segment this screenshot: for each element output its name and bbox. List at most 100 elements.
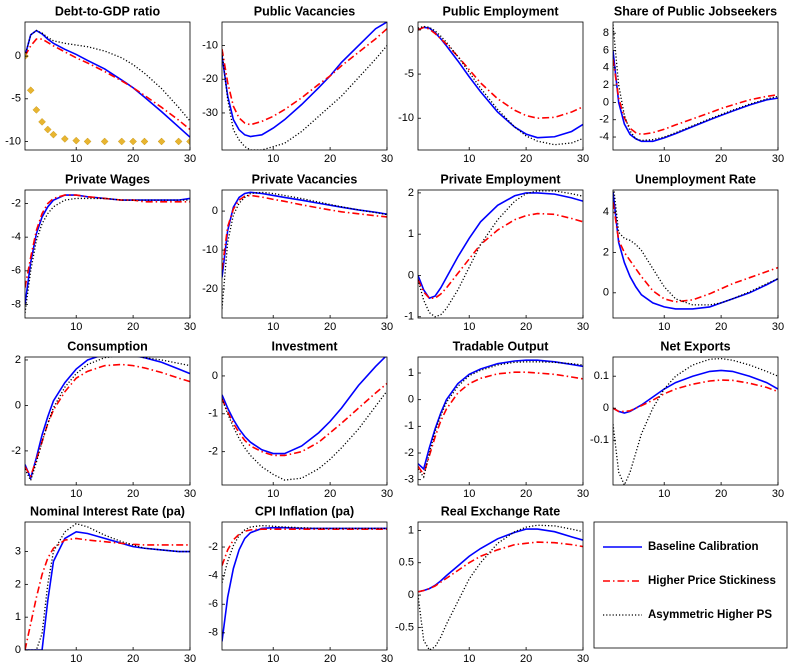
y-tick-label: -1 bbox=[404, 420, 414, 432]
marker bbox=[140, 137, 149, 146]
y-tick-label: -2 bbox=[404, 447, 414, 459]
x-tick-label: 10 bbox=[658, 321, 670, 333]
series-line bbox=[222, 194, 387, 270]
y-tick-label: -30 bbox=[202, 107, 218, 119]
series-line bbox=[222, 28, 387, 126]
series-line bbox=[418, 192, 583, 300]
series-line bbox=[418, 528, 583, 593]
x-tick-label: 20 bbox=[520, 153, 532, 165]
y-tick-label: -4 bbox=[11, 231, 21, 243]
marker bbox=[117, 137, 126, 146]
x-tick-label: 10 bbox=[267, 653, 279, 662]
x-tick-label: 30 bbox=[577, 488, 589, 500]
series-line bbox=[418, 26, 583, 120]
x-tick-label: 20 bbox=[127, 321, 139, 333]
chart-title: Private Employment bbox=[440, 172, 561, 186]
axes-box bbox=[417, 21, 584, 151]
y-tick-label: -3 bbox=[404, 474, 414, 486]
plot-area bbox=[222, 191, 387, 309]
chart-title: CPI Inflation (pa) bbox=[255, 504, 354, 518]
y-tick-label: 0 bbox=[408, 269, 414, 281]
chart-title: Net Exports bbox=[660, 339, 730, 353]
chart-title: Share of Public Jobseekers bbox=[614, 4, 777, 18]
series-line bbox=[418, 359, 583, 471]
plot-area bbox=[25, 194, 190, 314]
axes-box bbox=[221, 356, 388, 486]
plot-area bbox=[222, 22, 387, 150]
axes-box bbox=[221, 189, 388, 319]
series-line bbox=[222, 22, 387, 138]
marker bbox=[26, 86, 35, 95]
plot-area bbox=[613, 190, 778, 310]
x-tick-label: 20 bbox=[324, 653, 336, 662]
chart-title: Tradable Output bbox=[453, 339, 550, 353]
y-tick-label: 0 bbox=[212, 205, 218, 217]
marker bbox=[49, 130, 58, 139]
y-tick-label: -20 bbox=[202, 283, 218, 295]
y-tick-label: -8 bbox=[11, 298, 21, 310]
y-tick-label: -5 bbox=[11, 93, 21, 105]
legend-label: Higher Price Stickiness bbox=[648, 575, 776, 587]
series-line bbox=[613, 190, 778, 306]
series-line bbox=[613, 24, 778, 142]
axes-box bbox=[417, 189, 584, 319]
series-line bbox=[613, 369, 778, 414]
series-line bbox=[222, 191, 387, 278]
series-line bbox=[25, 357, 190, 481]
series-line bbox=[418, 361, 583, 479]
axes-box bbox=[612, 189, 779, 319]
plot-area bbox=[418, 25, 583, 146]
series-line bbox=[222, 524, 387, 583]
x-tick-label: 10 bbox=[658, 488, 670, 500]
x-tick-label: 10 bbox=[70, 653, 82, 662]
x-tick-label: 10 bbox=[658, 153, 670, 165]
marker bbox=[174, 137, 183, 146]
y-tick-label: -10 bbox=[398, 112, 414, 124]
legend-label: Baseline Calibration bbox=[648, 541, 759, 553]
x-tick-label: 10 bbox=[463, 153, 475, 165]
series-line bbox=[613, 50, 778, 143]
y-tick-label: -1 bbox=[404, 311, 414, 323]
x-tick-label: 10 bbox=[70, 153, 82, 165]
y-tick-label: 0 bbox=[408, 394, 414, 406]
series-line bbox=[222, 528, 387, 566]
y-tick-label: -20 bbox=[202, 73, 218, 85]
axes-box bbox=[612, 356, 779, 486]
y-tick-label: -2 bbox=[11, 197, 21, 209]
y-tick-label: -10 bbox=[5, 135, 21, 147]
axes-box bbox=[24, 189, 191, 319]
series-line bbox=[418, 524, 583, 650]
chart-title: Private Vacancies bbox=[252, 172, 358, 186]
x-tick-label: 30 bbox=[381, 153, 393, 165]
chart-title: Public Employment bbox=[443, 4, 560, 18]
x-tick-label: 30 bbox=[577, 321, 589, 333]
series-line bbox=[613, 59, 778, 136]
series-line bbox=[418, 26, 583, 139]
y-tick-label: -10 bbox=[202, 244, 218, 256]
marker bbox=[186, 137, 190, 146]
y-tick-label: 2 bbox=[603, 79, 609, 91]
series-line bbox=[25, 357, 190, 483]
axes-box bbox=[221, 521, 388, 651]
y-tick-label: 0 bbox=[603, 402, 609, 414]
y-tick-label: -0.1 bbox=[590, 434, 609, 446]
plot-area bbox=[25, 357, 190, 483]
x-tick-label: 10 bbox=[70, 488, 82, 500]
y-tick-label: 0 bbox=[603, 96, 609, 108]
x-tick-label: 30 bbox=[184, 488, 196, 500]
y-tick-label: -2 bbox=[208, 446, 218, 458]
x-tick-label: 10 bbox=[267, 153, 279, 165]
series-line bbox=[25, 29, 190, 138]
x-tick-label: 20 bbox=[127, 153, 139, 165]
y-tick-label: -1 bbox=[208, 408, 218, 420]
y-tick-label: -6 bbox=[208, 598, 218, 610]
y-tick-label: 0 bbox=[408, 24, 414, 36]
series-line bbox=[613, 379, 778, 413]
x-tick-label: 20 bbox=[127, 488, 139, 500]
plot-area bbox=[25, 522, 190, 650]
x-tick-label: 30 bbox=[577, 153, 589, 165]
y-tick-label: 2 bbox=[408, 187, 414, 199]
x-tick-label: 20 bbox=[324, 488, 336, 500]
x-tick-label: 20 bbox=[520, 321, 532, 333]
y-tick-label: 1 bbox=[15, 611, 21, 623]
